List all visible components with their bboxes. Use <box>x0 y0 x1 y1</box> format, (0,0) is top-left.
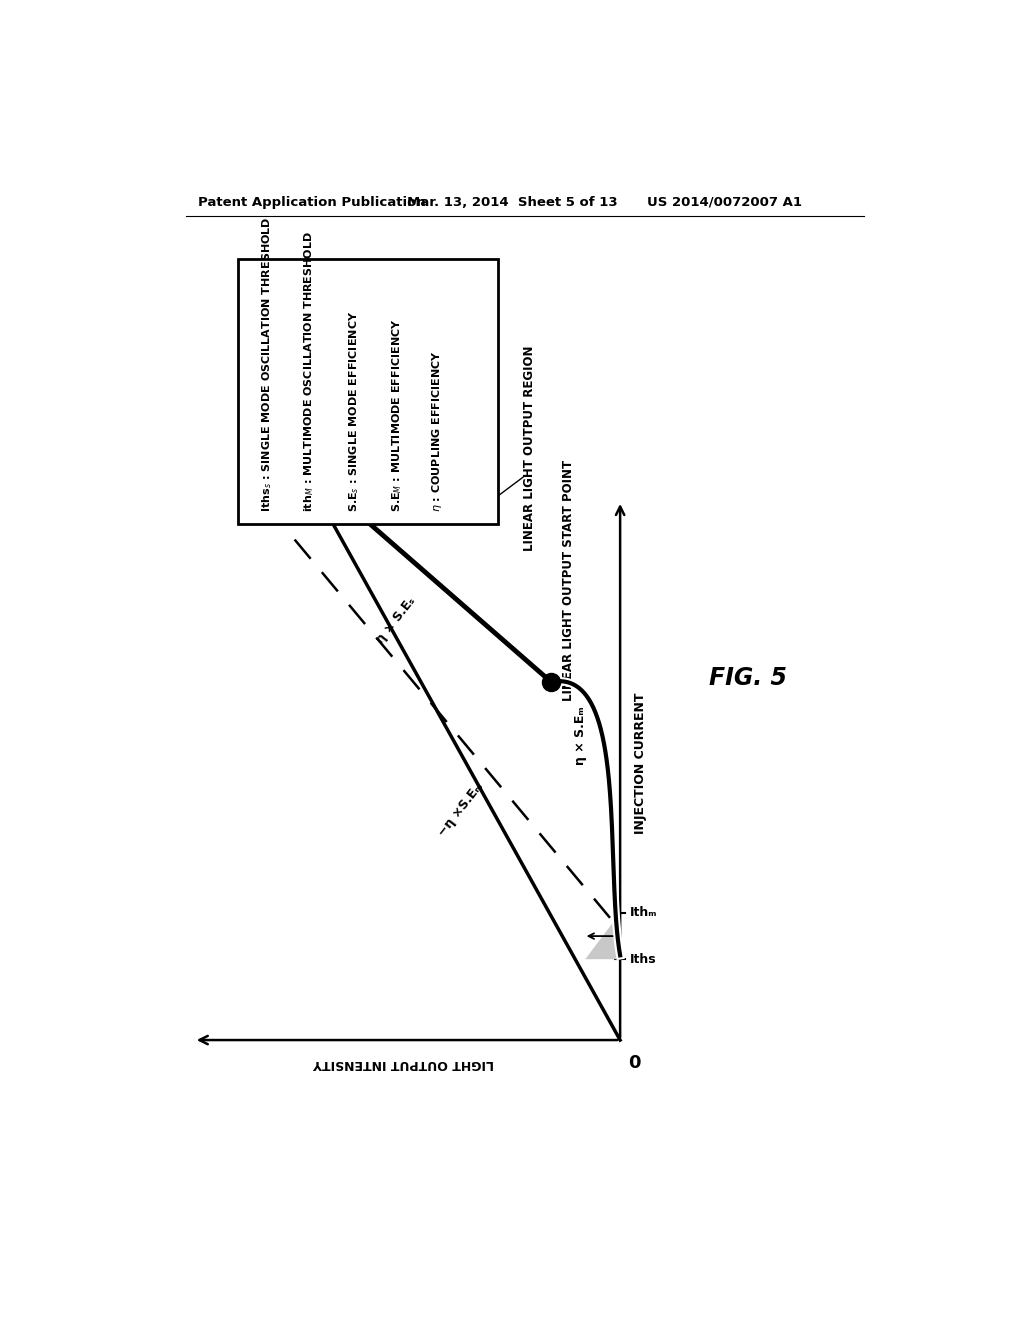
Text: Mar. 13, 2014  Sheet 5 of 13: Mar. 13, 2014 Sheet 5 of 13 <box>407 195 617 209</box>
Text: Patent Application Publication: Patent Application Publication <box>198 195 426 209</box>
Text: US 2014/0072007 A1: US 2014/0072007 A1 <box>647 195 802 209</box>
Text: LIGHT OUTPUT INTENSITY: LIGHT OUTPUT INTENSITY <box>312 1057 494 1071</box>
Text: S.E$_s$ : SINGLE MODE EFFICIENCY: S.E$_s$ : SINGLE MODE EFFICIENCY <box>347 310 361 512</box>
Text: Iths: Iths <box>630 953 656 966</box>
Bar <box>238 259 499 524</box>
Text: LINEAR LIGHT OUTPUT REGION: LINEAR LIGHT OUTPUT REGION <box>523 346 537 552</box>
Text: Iths$_s$ : SINGLE MODE OSCILLATION THRESHOLD: Iths$_s$ : SINGLE MODE OSCILLATION THRES… <box>260 216 273 512</box>
Text: FIG. 5: FIG. 5 <box>710 667 787 690</box>
Text: −η ×S.Eₘ: −η ×S.Eₘ <box>436 780 486 838</box>
Text: INJECTION CURRENT: INJECTION CURRENT <box>634 692 647 834</box>
Text: Ithₘ: Ithₘ <box>630 907 657 920</box>
Text: $\eta$ : COUPLING EFFICIENCY: $\eta$ : COUPLING EFFICIENCY <box>430 350 444 512</box>
Text: η × S.Eₘ: η × S.Eₘ <box>573 706 587 766</box>
Polygon shape <box>586 913 621 960</box>
Text: S.E$_M$ : MULTIMODE EFFICIENCY: S.E$_M$ : MULTIMODE EFFICIENCY <box>390 318 403 512</box>
Text: η × S.Eₛ: η × S.Eₛ <box>374 595 418 645</box>
Text: LINEAR LIGHT OUTPUT START POINT: LINEAR LIGHT OUTPUT START POINT <box>562 461 575 701</box>
Text: 0: 0 <box>628 1053 640 1072</box>
Text: ith$_M$ : MULTIMODE OSCILLATION THRESHOLD: ith$_M$ : MULTIMODE OSCILLATION THRESHOL… <box>302 231 316 512</box>
